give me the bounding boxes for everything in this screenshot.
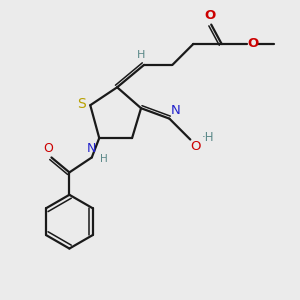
- Text: H: H: [100, 154, 108, 164]
- Text: O: O: [204, 9, 215, 22]
- Text: N: N: [171, 104, 180, 117]
- Text: O: O: [190, 140, 201, 153]
- Text: S: S: [77, 97, 86, 111]
- Text: N: N: [87, 142, 97, 155]
- Text: H: H: [137, 50, 145, 59]
- Text: O: O: [247, 38, 258, 50]
- Text: ·H: ·H: [202, 131, 214, 144]
- Text: O: O: [44, 142, 53, 155]
